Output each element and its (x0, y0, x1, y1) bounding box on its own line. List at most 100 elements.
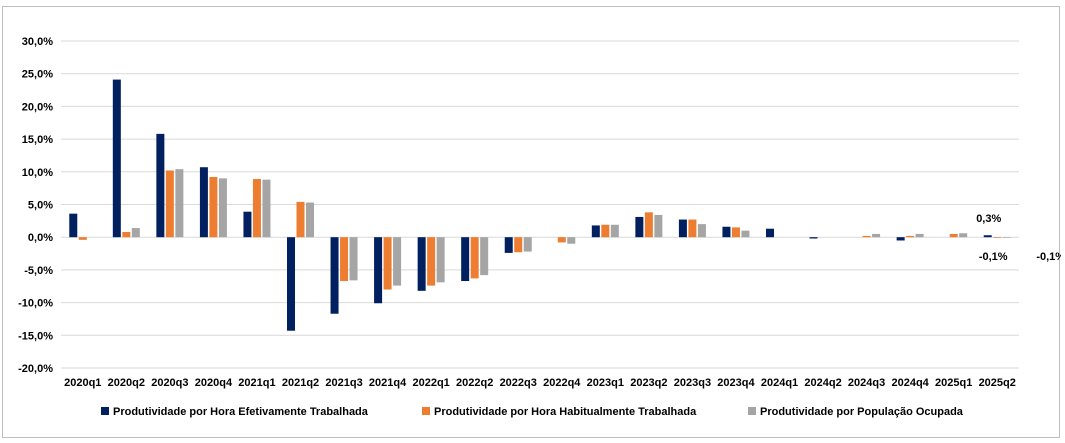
y-tick-label: -5,0% (24, 265, 53, 277)
bar-series-1-2021q1 (243, 211, 252, 238)
bar-series-1-2021q2 (287, 237, 295, 331)
bar-series-1-2021q4 (374, 237, 383, 304)
bar-series-2-2022q3 (514, 237, 523, 253)
y-tick-label: -15,0% (18, 330, 53, 342)
data-label: 0,3% (976, 213, 1001, 225)
bar-series-2-2022q4 (557, 237, 566, 243)
x-tick-label: 2024q2 (804, 377, 841, 389)
bar-series-3-2023q2 (654, 214, 663, 238)
y-tick-label: 20,0% (22, 101, 53, 113)
legend-label: Produtividade por Hora Habitualmente Tra… (434, 406, 697, 418)
bar-series-3-2024q4 (915, 233, 924, 238)
data-label: -0,1% (979, 251, 1008, 263)
bar-series-1-2022q1 (417, 237, 426, 291)
legend: Produtividade por Hora Efetivamente Trab… (101, 406, 964, 418)
bar-series-1-2024q1 (766, 228, 774, 238)
bar-series-2-2021q1 (252, 178, 261, 238)
bar-series-2-2022q1 (427, 237, 436, 286)
y-tick-label: 30,0% (22, 36, 53, 48)
y-axis-ticks: 30,0% 25,0% 20,0% 15,0% 10,0% 5,0% 0,0% -5,0% -1… (18, 36, 53, 375)
bar-series-2-2021q2 (296, 201, 305, 238)
bar-series-1-2024q4 (896, 237, 905, 241)
legend-swatch (101, 407, 109, 415)
x-axis-ticks: 2020q1 2020q2 2020q3 2020q4 2021q1 2021q2 2021… (64, 377, 1016, 389)
bar-series-1-2023q3 (678, 219, 687, 238)
bar-series-1-2023q1 (591, 225, 600, 238)
legend-item: Produtividade por Hora Efetivamente Trab… (101, 406, 369, 418)
bar-series-3-2025q2 (1002, 237, 1011, 238)
bar-series-2-2021q4 (383, 237, 392, 290)
bar-series-2-2023q2 (644, 212, 653, 238)
data-label: -0,1% (1036, 251, 1061, 263)
legend-item: Produtividade por Hora Habitualmente Tra… (422, 406, 697, 418)
x-tick-label: 2023q1 (587, 377, 624, 389)
bar-series-2-2023q1 (601, 224, 610, 238)
bar-series-3-2020q3 (175, 169, 184, 238)
x-tick-label: 2025q1 (935, 377, 972, 389)
bar-series-3-2020q4 (218, 178, 227, 238)
bar-series-2-2025q2 (993, 237, 1002, 238)
bar-series-3-2021q2 (306, 202, 314, 238)
legend-swatch (422, 407, 430, 415)
bar-series-2-2020q2 (122, 231, 131, 238)
bar-series-1-2020q3 (156, 133, 165, 238)
bar-series-2-2020q4 (209, 177, 218, 238)
chart-svg: 30,0% 25,0% 20,0% 15,0% 10,0% 5,0% 0,0% -5,0% -1… (18, 36, 1061, 418)
bar-series-3-2022q1 (436, 237, 445, 283)
x-tick-label: 2022q3 (500, 377, 537, 389)
bar-series-1-2023q2 (635, 216, 644, 238)
legend-label: Produtividade por Hora Efetivamente Trab… (113, 406, 369, 418)
y-tick-label: -10,0% (18, 298, 53, 310)
bar-series-1-2023q4 (722, 226, 731, 238)
y-tick-label: 10,0% (22, 167, 53, 179)
bar-series-3-2021q1 (262, 179, 271, 238)
bar-series-3-2022q4 (567, 237, 576, 244)
bar-series-2-2020q1 (78, 237, 87, 240)
x-tick-label: 2022q1 (412, 377, 449, 389)
x-tick-label: 2023q2 (630, 377, 667, 389)
bars (69, 79, 1011, 331)
bar-series-1-2024q2 (809, 237, 818, 239)
bar-series-3-2023q1 (610, 224, 619, 238)
bar-series-2-2020q3 (165, 170, 174, 238)
bar-series-2-2024q4 (906, 235, 915, 238)
bar-series-3-2023q3 (697, 224, 706, 238)
bar-series-2-2024q3 (862, 235, 871, 238)
data-labels: 0,3% -0,1% -0,1% (976, 213, 1061, 263)
x-tick-label: 2020q3 (151, 377, 188, 389)
legend-swatch (748, 407, 756, 415)
bar-series-3-2021q4 (393, 237, 402, 286)
x-tick-label: 2024q3 (848, 377, 885, 389)
y-tick-label: 5,0% (28, 200, 53, 212)
bar-series-3-2023q4 (741, 230, 750, 238)
bar-series-1-2020q2 (112, 79, 121, 238)
x-tick-label: 2021q1 (238, 377, 275, 389)
bar-series-3-2021q3 (349, 237, 358, 281)
bar-series-2-2025q1 (949, 233, 958, 238)
x-tick-label: 2021q4 (369, 377, 407, 389)
bar-series-1-2021q3 (330, 237, 339, 314)
chart-frame: 30,0% 25,0% 20,0% 15,0% 10,0% 5,0% 0,0% -5,0% -1… (2, 6, 1061, 438)
bar-series-1-2020q1 (69, 213, 78, 238)
y-tick-label: 25,0% (22, 69, 53, 81)
bar-series-2-2021q3 (340, 237, 349, 282)
x-tick-label: 2022q2 (456, 377, 493, 389)
y-tick-label: 15,0% (22, 134, 53, 146)
x-tick-label: 2021q2 (282, 377, 319, 389)
x-tick-label: 2024q1 (761, 377, 798, 389)
y-tick-label: -20,0% (18, 363, 53, 375)
bar-series-3-2024q3 (872, 233, 881, 238)
bar-series-2-2023q3 (688, 219, 697, 238)
x-tick-label: 2023q4 (717, 377, 755, 389)
bar-series-1-2022q2 (461, 237, 470, 282)
x-tick-label: 2020q2 (108, 377, 145, 389)
x-tick-label: 2024q4 (891, 377, 929, 389)
bar-series-3-2022q2 (480, 237, 489, 276)
bar-series-3-2025q1 (959, 233, 968, 238)
legend-label: Produtividade por População Ocupada (760, 406, 964, 418)
bar-series-3-2022q3 (523, 237, 532, 252)
bar-series-2-2022q2 (470, 237, 479, 279)
bar-series-2-2023q4 (731, 227, 740, 238)
bar-series-1-2020q4 (199, 167, 208, 238)
x-tick-label: 2020q1 (64, 377, 101, 389)
